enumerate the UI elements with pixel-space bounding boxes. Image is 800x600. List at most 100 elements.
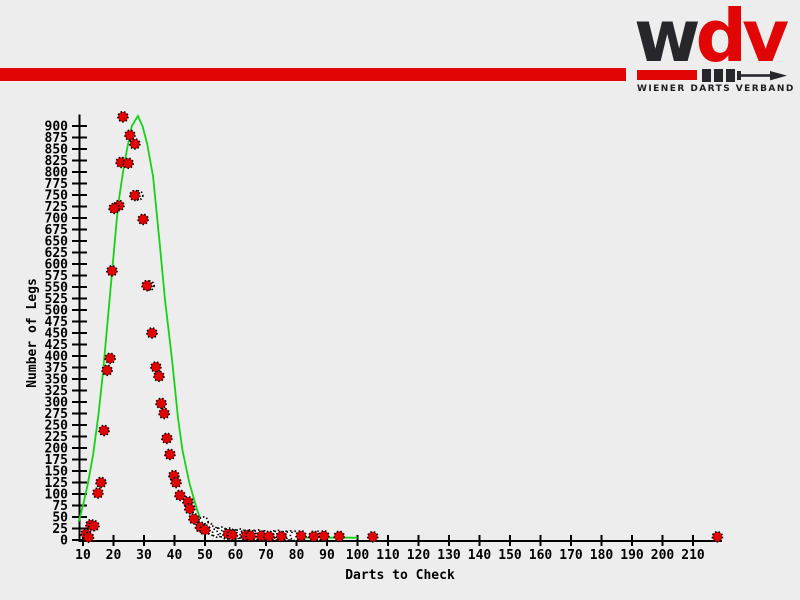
- data-point-filled: [150, 361, 162, 373]
- y-tick-label: 225: [45, 430, 68, 445]
- data-point-filled: [174, 489, 186, 502]
- y-tick-label: 375: [45, 361, 68, 376]
- x-tick-label: 140: [468, 548, 492, 563]
- data-point-filled: [88, 519, 100, 532]
- y-tick-label: 700: [45, 212, 69, 227]
- y-tick-label: 675: [45, 223, 68, 238]
- x-tick-label: 40: [167, 548, 183, 563]
- y-tick-label: 825: [45, 154, 68, 169]
- x-tick-label: 60: [228, 548, 244, 563]
- x-tick-label: 90: [319, 548, 335, 563]
- wdv-logo: wdv WIENER DARTS VERBAND: [630, 0, 800, 100]
- y-tick-label: 750: [45, 189, 69, 204]
- data-point-filled: [158, 407, 170, 420]
- data-point-filled: [711, 530, 724, 543]
- y-tick-label: 175: [45, 453, 68, 468]
- dart-icon: [637, 69, 787, 82]
- x-tick-label: 190: [620, 548, 644, 563]
- data-point-filled: [366, 530, 379, 543]
- y-tick-label: 475: [45, 315, 68, 330]
- data-point-filled: [155, 397, 167, 410]
- data-point-filled: [170, 476, 182, 489]
- x-tick-label: 50: [197, 548, 213, 563]
- y-tick-label: 0: [60, 534, 68, 549]
- data-point-filled: [146, 327, 158, 339]
- y-tick-label: 100: [45, 488, 69, 503]
- data-point-filled: [153, 370, 165, 383]
- y-tick-label: 250: [45, 419, 69, 434]
- x-tick-label: 120: [407, 548, 431, 563]
- y-tick-label: 650: [45, 235, 69, 250]
- y-tick-label: 350: [45, 373, 69, 388]
- dart-flight-blocks: [702, 69, 741, 82]
- data-point-filled: [82, 531, 95, 544]
- y-tick-label: 200: [45, 442, 69, 457]
- y-tick-label: 450: [45, 327, 69, 342]
- data-point-filled: [318, 530, 330, 542]
- y-tick-label: 325: [45, 384, 68, 399]
- y-tick-label: 25: [52, 522, 68, 537]
- y-tick-label: 875: [45, 131, 68, 146]
- data-point-filled: [275, 530, 288, 543]
- y-tick-label: 150: [45, 465, 69, 480]
- logo-letter-w: w: [634, 0, 700, 78]
- y-tick-label: 500: [45, 304, 69, 319]
- y-tick-label: 900: [45, 120, 69, 135]
- data-point-filled: [333, 530, 346, 543]
- y-tick-label: 50: [52, 511, 68, 526]
- x-tick-label: 170: [559, 548, 583, 563]
- y-tick-label: 525: [45, 292, 68, 307]
- data-point-filled: [98, 424, 110, 437]
- data-point-filled: [129, 138, 141, 150]
- y-tick-label: 775: [45, 177, 68, 192]
- y-tick-label: 600: [45, 258, 69, 273]
- y-tick-label: 275: [45, 407, 68, 422]
- dart-shaft-red: [637, 70, 697, 80]
- fit-curve: [77, 113, 358, 539]
- x-tick-label: 100: [346, 548, 370, 563]
- data-point-filled: [104, 352, 116, 365]
- data-point-filled: [226, 529, 239, 541]
- data-point-filled: [295, 530, 307, 542]
- data-point-filled: [117, 110, 129, 123]
- data-point-filled: [108, 202, 120, 215]
- x-tick-label: 200: [651, 548, 675, 563]
- x-tick-label: 160: [529, 548, 553, 563]
- data-point-filled: [161, 432, 173, 445]
- y-tick-label: 75: [52, 499, 68, 514]
- data-point-filled: [141, 279, 153, 292]
- data-point-filled: [122, 157, 134, 170]
- y-tick-label: 625: [45, 246, 68, 261]
- header-red-stripe: [0, 68, 626, 81]
- y-tick-label: 850: [45, 143, 69, 158]
- y-tick-label: 425: [45, 338, 68, 353]
- x-tick-label: 10: [75, 548, 91, 563]
- logo-letter-v: v: [742, 0, 789, 78]
- data-point-filled: [164, 448, 176, 461]
- data-point-filled: [199, 524, 211, 536]
- x-tick-label: 180: [590, 548, 614, 563]
- data-point-filled: [106, 265, 118, 277]
- x-tick-label: 130: [437, 548, 461, 563]
- x-tick-label: 80: [289, 548, 305, 563]
- y-tick-label: 575: [45, 269, 68, 284]
- data-point-filled: [101, 364, 113, 377]
- x-tick-label: 70: [258, 548, 274, 563]
- y-tick-label: 400: [45, 350, 69, 365]
- data-point-filled: [92, 487, 104, 499]
- y-tick-label: 800: [45, 166, 69, 181]
- y-tick-label: 725: [45, 200, 68, 215]
- logo-tagline: WIENER DARTS VERBAND: [637, 84, 795, 94]
- data-point-filled: [129, 189, 141, 202]
- dart-point: [770, 71, 787, 81]
- y-tick-label: 300: [45, 396, 69, 411]
- data-point-filled: [244, 530, 257, 542]
- logo-letters: wdv: [634, 0, 789, 72]
- data-point-filled: [263, 530, 275, 543]
- data-point-filled: [188, 512, 200, 525]
- data-point-filled: [183, 502, 196, 515]
- y-tick-label: 550: [45, 281, 69, 296]
- x-tick-label: 210: [681, 548, 705, 563]
